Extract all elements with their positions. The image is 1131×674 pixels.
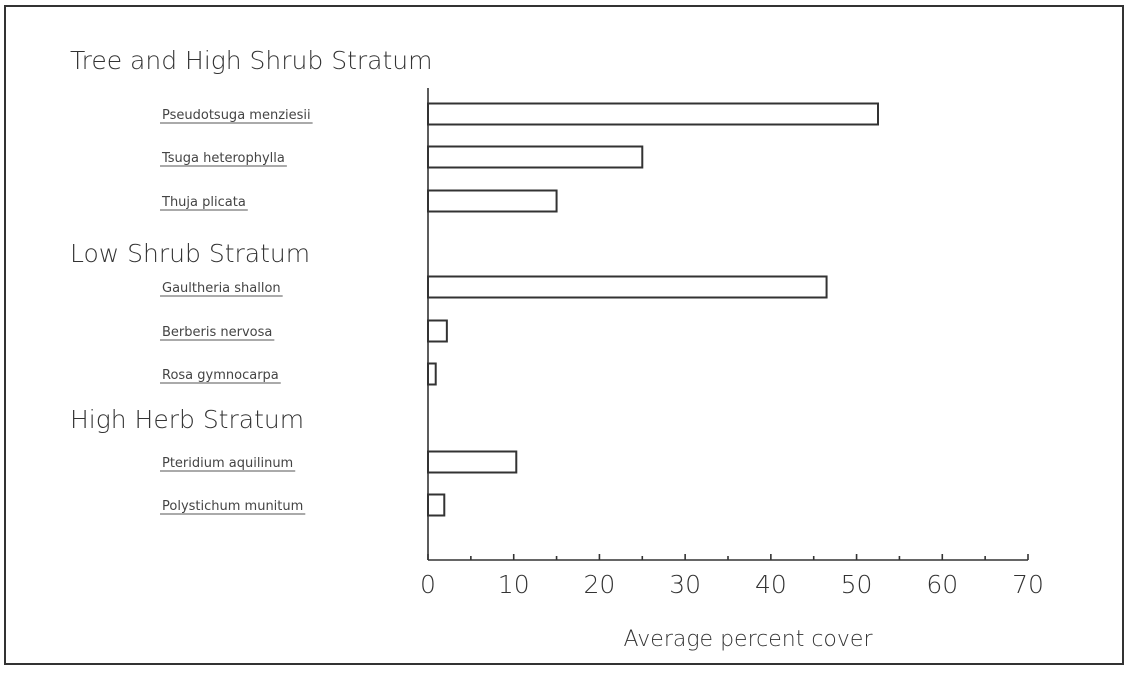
x-tick-label-0: 0 — [420, 570, 436, 599]
bars-layer — [427, 102, 879, 517]
x-axis: 0 10 20 30 40 50 60 70 Average percent cover — [420, 88, 1044, 652]
category-label-polystichum-munitum: Polystichum munitum — [162, 499, 303, 514]
group-label-tree-and-high-shrub-stratum: Tree and High Shrub Stratum — [70, 46, 432, 75]
group-label-high-herb-stratum: High Herb Stratum — [70, 405, 304, 434]
group-label-low-shrub-stratum: Low Shrub Stratum — [70, 239, 310, 268]
x-axis-title: Average percent cover — [624, 627, 874, 652]
bar-rosa-gymnocarpa — [427, 362, 437, 386]
category-label-rosa-gymnocarpa: Rosa gymnocarpa — [162, 368, 279, 383]
bar-polystichum-munitum — [427, 493, 446, 517]
category-label-gaultheria-shallon: Gaultheria shallon — [162, 281, 281, 296]
bar-pteridium-aquilinum — [427, 450, 518, 474]
bar-berberis-nervosa — [427, 319, 448, 343]
category-label-pteridium-aquilinum: Pteridium aquilinum — [162, 456, 293, 471]
x-tick-label-10: 10 — [498, 570, 530, 599]
x-tick-label-20: 20 — [584, 570, 616, 599]
bar-thuja-plicata — [427, 189, 558, 213]
category-label-berberis-nervosa: Berberis nervosa — [162, 325, 272, 340]
labels-layer: Tree and High Shrub Stratum Pseudotsuga m… — [70, 46, 432, 515]
x-tick-label-50: 50 — [841, 570, 873, 599]
bar-tsuga-heterophylla — [427, 145, 644, 169]
category-label-thuja-plicata: Thuja plicata — [161, 195, 246, 210]
x-tick-label-60: 60 — [926, 570, 958, 599]
x-tick-label-70: 70 — [1012, 570, 1044, 599]
x-tick-label-40: 40 — [755, 570, 787, 599]
category-label-pseudotsuga-menziesii: Pseudotsuga menziesii — [162, 108, 311, 123]
bar-pseudotsuga-menziesii — [427, 102, 879, 126]
x-tick-label-30: 30 — [669, 570, 701, 599]
bar-gaultheria-shallon — [427, 275, 828, 299]
category-label-tsuga-heterophylla: Tsuga heterophylla — [161, 151, 285, 166]
